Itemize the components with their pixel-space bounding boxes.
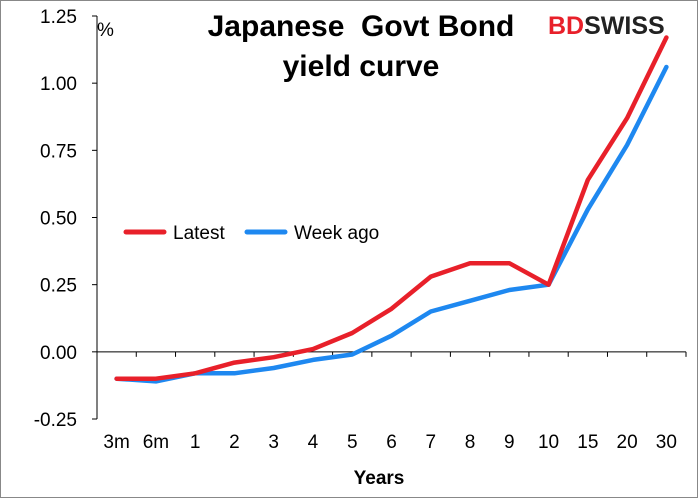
- legend-label-latest: Latest: [173, 223, 225, 244]
- y-tick-label: 1.00: [40, 74, 77, 95]
- x-tick-label: 5: [347, 432, 358, 453]
- y-tick-label: 1.25: [40, 7, 77, 28]
- x-tick-labels: 3m 6m 1 2 3 4 5 6 7 8 9 10 15 20 30: [103, 432, 677, 453]
- x-tick-label: 6: [386, 432, 397, 453]
- logo-swiss: SWISS: [584, 12, 665, 40]
- x-tick-label: 10: [538, 432, 559, 453]
- x-tick-label: 8: [465, 432, 476, 453]
- axes: [92, 15, 687, 420]
- y-tick-label: 0.50: [40, 209, 77, 230]
- legend-label-week-ago: Week ago: [294, 223, 379, 244]
- chart-title-line-2: yield curve: [283, 50, 440, 83]
- x-tick-label: 6m: [143, 432, 169, 453]
- x-tick-label: 15: [577, 432, 598, 453]
- logo-bd: BD: [548, 12, 584, 40]
- brand-logo: BDSWISS: [548, 12, 665, 40]
- y-tick-labels: -0.25 0.00 0.25 0.50 0.75 1.00 1.25: [34, 7, 77, 431]
- series-lines: [114, 35, 669, 384]
- chart-title-line-1: Japanese Govt Bond: [208, 10, 515, 43]
- x-tick-label: 30: [656, 432, 677, 453]
- x-tick-label: 3m: [103, 432, 129, 453]
- x-axis-title: Years: [354, 468, 405, 489]
- svg-text:BDSWISS: BDSWISS: [548, 12, 665, 40]
- legend: Latest Week ago: [123, 223, 379, 244]
- x-tick-label: 1: [190, 432, 201, 453]
- x-tick-label: 9: [504, 432, 515, 453]
- y-tick-label: 0.00: [40, 343, 77, 364]
- y-tick-label: 0.75: [40, 141, 77, 162]
- x-tick-label: 7: [425, 432, 436, 453]
- y-tick-label: -0.25: [34, 410, 77, 431]
- series-line-week-ago: [114, 64, 669, 384]
- unit-label: %: [97, 20, 114, 41]
- series-line-latest: [114, 35, 669, 381]
- y-tick-label: 0.25: [40, 276, 77, 297]
- x-tick-label: 20: [617, 432, 638, 453]
- x-tick-label: 3: [268, 432, 279, 453]
- x-tick-label: 4: [308, 432, 319, 453]
- x-tick-label: 2: [229, 432, 240, 453]
